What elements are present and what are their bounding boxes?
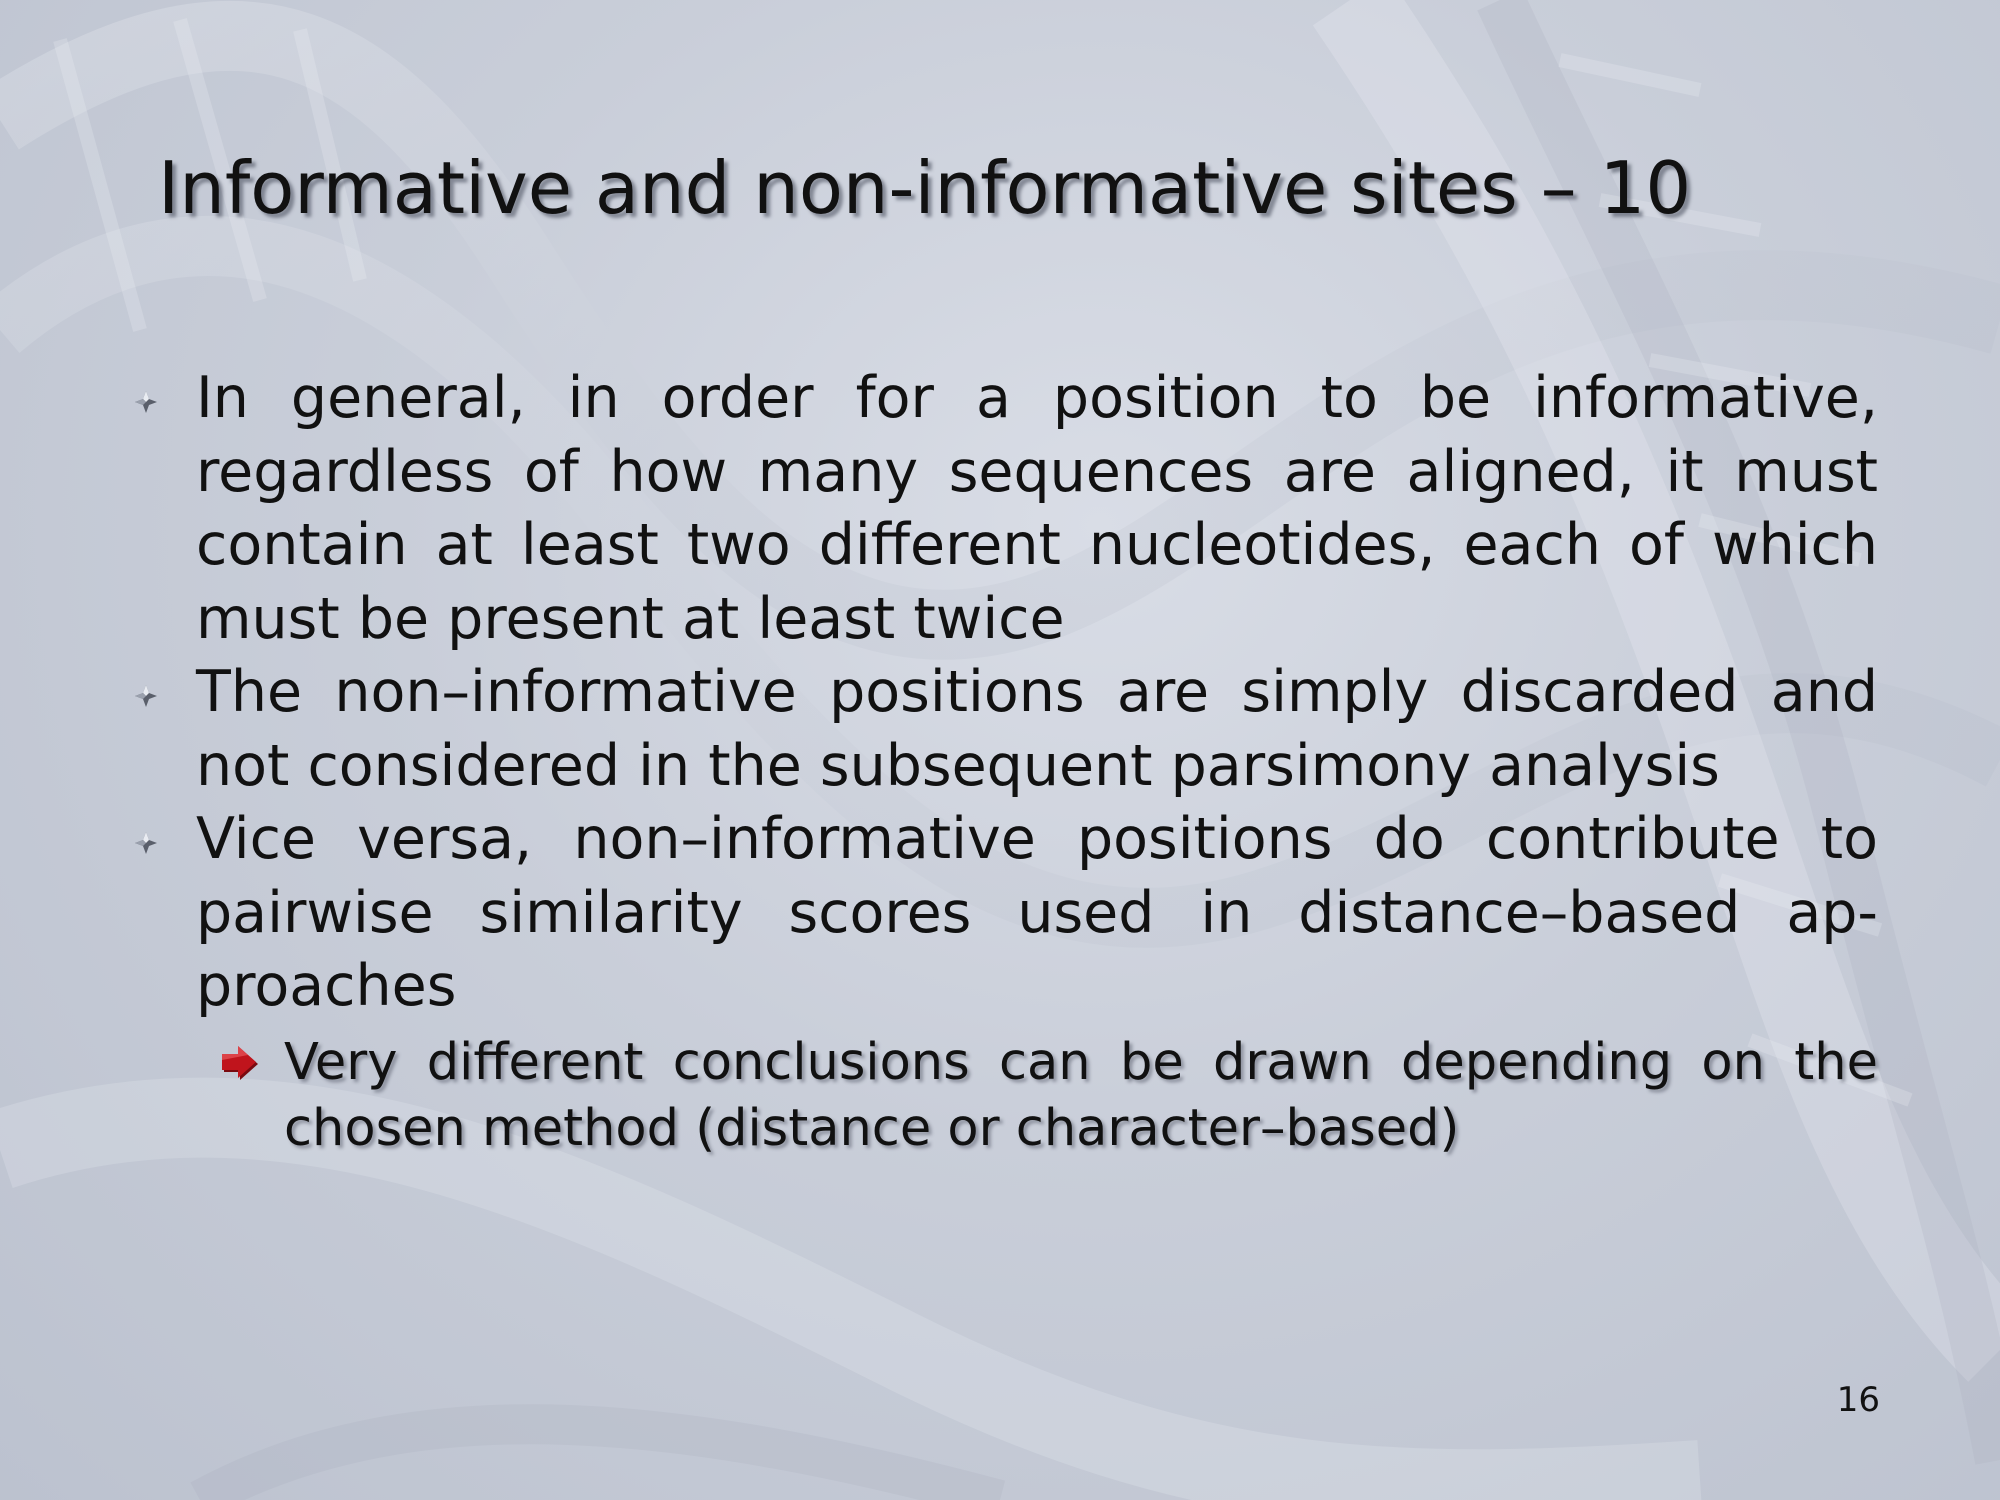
sub-bullet-list: Very different conclusions can be drawn … — [196, 1030, 1878, 1162]
bullet-list: In general, in order for a position to b… — [135, 362, 1878, 1162]
bullet-text: Vice versa, non–informative positions do… — [196, 806, 1878, 1019]
bullet-item: In general, in order for a position to b… — [135, 362, 1878, 656]
page-number: 16 — [1836, 1380, 1880, 1420]
bullet-item: Vice versa, non–informative positions do… — [135, 803, 1878, 1162]
bullet-item: The non–informative positions are simply… — [135, 656, 1878, 803]
bullet-text: The non–informative positions are simply… — [196, 659, 1878, 799]
sub-bullet-text: Very different conclusions can be drawn … — [284, 1032, 1878, 1158]
red-arrow-icon — [222, 1045, 258, 1080]
bullet-text: In general, in order for a position to b… — [196, 365, 1878, 652]
four-point-star-bullet-icon — [135, 832, 157, 854]
four-point-star-bullet-icon — [135, 685, 157, 707]
four-point-star-bullet-icon — [135, 391, 157, 413]
sub-bullet-item: Very different conclusions can be drawn … — [222, 1030, 1878, 1162]
slide-title: Informative and non-informative sites – … — [158, 146, 1692, 230]
